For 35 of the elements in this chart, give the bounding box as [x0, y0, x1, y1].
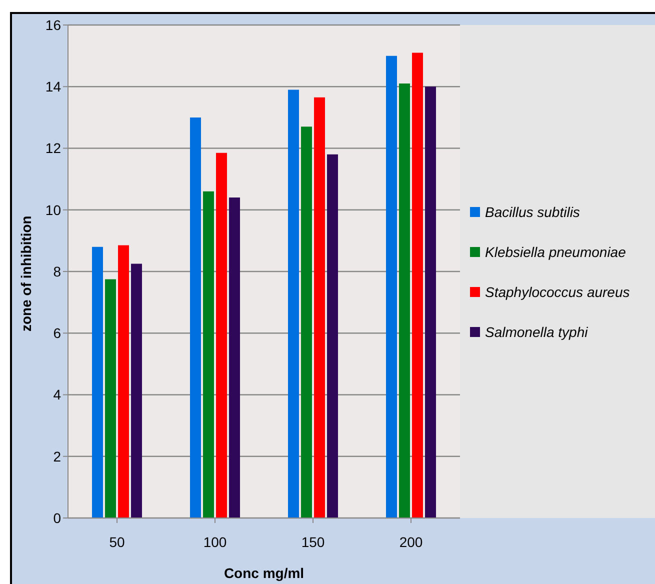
y-tick-label: 0 [53, 510, 62, 526]
bar [425, 86, 436, 518]
y-tick-label: 14 [45, 78, 62, 95]
bar [314, 97, 325, 518]
x-tick-label: 150 [301, 534, 325, 550]
bar [288, 90, 299, 518]
legend-label: Bacillus subtilis [484, 202, 581, 222]
bar [399, 84, 410, 518]
x-tick-label: 200 [399, 534, 423, 550]
y-tick-label: 8 [53, 263, 62, 280]
legend-label: Staphylococcus aureus [484, 282, 631, 302]
bar [190, 117, 201, 518]
y-tick-label: 16 [45, 16, 62, 33]
legend-label: Salmonella typhi [484, 322, 589, 342]
bar [386, 56, 397, 518]
bar [118, 245, 129, 518]
bar [131, 264, 142, 518]
y-tick-label: 6 [53, 325, 62, 342]
y-tick-label: 12 [45, 140, 62, 156]
bar [203, 191, 214, 518]
x-tick-label: 100 [203, 534, 227, 550]
bar [327, 154, 338, 518]
bar [105, 279, 116, 518]
bar [301, 126, 312, 518]
bar [229, 198, 240, 518]
y-axis-title: zone of inhibition [18, 216, 34, 332]
y-tick-label: 2 [53, 448, 62, 464]
y-tick-label: 10 [45, 202, 62, 218]
legend-label: Klebsiella pneumoniae [484, 242, 627, 262]
bar [412, 52, 423, 518]
bar [216, 152, 227, 518]
y-tick-label: 4 [53, 386, 62, 403]
bar [92, 246, 103, 518]
x-tick-label: 50 [109, 534, 125, 550]
x-axis-title: Conc mg/ml [224, 565, 304, 581]
